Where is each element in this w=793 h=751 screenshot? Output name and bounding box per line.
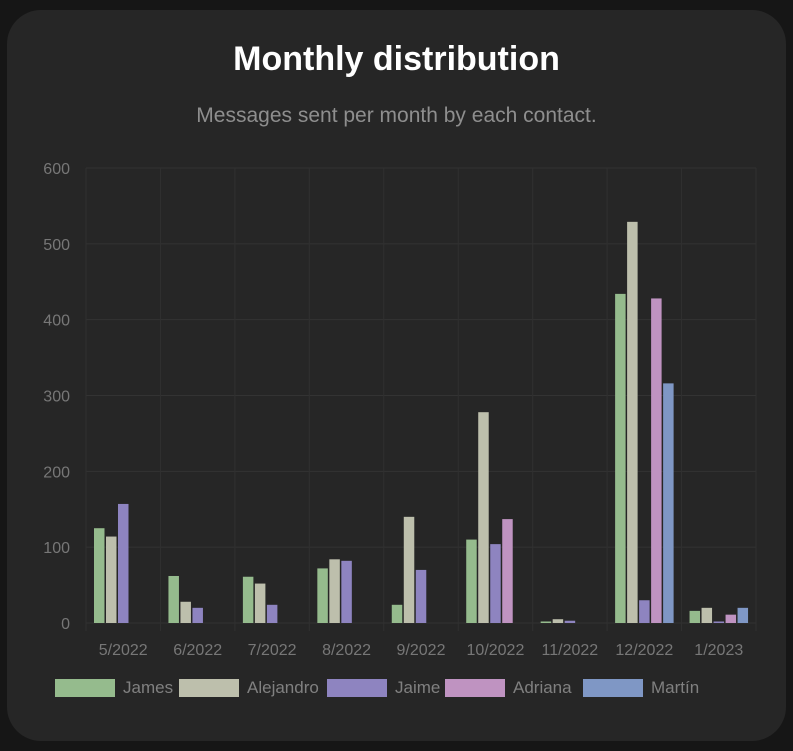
bar-adriana-7	[651, 298, 662, 623]
chart-subtitle: Messages sent per month by each contact.	[196, 104, 597, 127]
bar-martn-7	[663, 383, 674, 623]
x-tick-label: 9/2022	[397, 642, 446, 659]
x-tick-label: 5/2022	[99, 642, 148, 659]
legend-label: Adriana	[513, 678, 572, 697]
legend-label: Alejandro	[247, 678, 319, 697]
bar-alejandro-5	[478, 412, 489, 623]
bar-alejandro-6	[552, 619, 564, 623]
x-axis: 5/2022 6/2022 7/2022 8/2022 9/2022 10/2022 11/…	[99, 642, 744, 659]
legend-swatch	[583, 679, 643, 697]
bar-alejandro-8	[701, 607, 713, 623]
bar-alejandro-1	[180, 601, 191, 623]
bar-martn-8	[737, 607, 749, 623]
bar-jaime-5	[490, 544, 501, 623]
legend-label: Jaime	[395, 678, 440, 697]
bar-james-8	[689, 610, 701, 623]
bar-james-5	[466, 539, 477, 623]
x-tick-label: 11/2022	[542, 642, 599, 659]
legend: James Alejandro Jaime Adriana Martín	[55, 678, 699, 697]
bar-alejandro-4	[403, 516, 415, 623]
x-tick-label: 10/2022	[467, 642, 525, 659]
bar-jaime-1	[192, 607, 203, 623]
y-tick-label: 600	[43, 161, 70, 178]
bar-james-3	[317, 568, 328, 623]
y-axis: 0 100 200 300 400 500 600	[43, 161, 70, 633]
bars	[94, 221, 749, 623]
bar-alejandro-0	[106, 536, 117, 623]
bar-adriana-5	[502, 519, 513, 623]
bar-james-7	[615, 293, 626, 623]
bar-james-6	[540, 621, 552, 623]
bar-jaime-0	[118, 503, 129, 623]
chart-title: Monthly distribution	[233, 40, 560, 78]
bar-jaime-6	[564, 620, 576, 623]
legend-swatch	[445, 679, 505, 697]
y-tick-label: 300	[43, 389, 70, 406]
bar-alejandro-2	[254, 583, 266, 623]
bar-jaime-8	[713, 621, 725, 623]
bar-jaime-7	[639, 600, 650, 623]
legend-swatch	[327, 679, 387, 697]
legend-swatch	[179, 679, 239, 697]
y-tick-label: 500	[43, 237, 70, 254]
x-tick-label: 6/2022	[173, 642, 222, 659]
grid-lines	[85, 167, 757, 631]
legend-label: Martín	[651, 678, 699, 697]
bar-jaime-4	[415, 569, 427, 623]
x-tick-label: 7/2022	[248, 642, 297, 659]
x-tick-label: 12/2022	[615, 642, 673, 659]
bar-james-2	[242, 576, 254, 623]
y-tick-label: 400	[43, 313, 70, 330]
bar-jaime-3	[341, 560, 352, 623]
legend-swatch	[55, 679, 115, 697]
bar-adriana-8	[725, 614, 737, 623]
bar-james-0	[94, 528, 105, 623]
x-tick-label: 1/2023	[694, 642, 743, 659]
y-tick-label: 200	[43, 464, 70, 481]
bar-alejandro-3	[329, 559, 340, 623]
bar-james-4	[391, 604, 403, 623]
bar-alejandro-7	[627, 221, 638, 623]
legend-label: James	[123, 678, 173, 697]
y-tick-label: 100	[43, 540, 70, 557]
bar-james-1	[168, 575, 179, 623]
y-tick-label: 0	[61, 616, 70, 633]
bar-jaime-2	[266, 604, 278, 623]
x-tick-label: 8/2022	[322, 642, 371, 659]
